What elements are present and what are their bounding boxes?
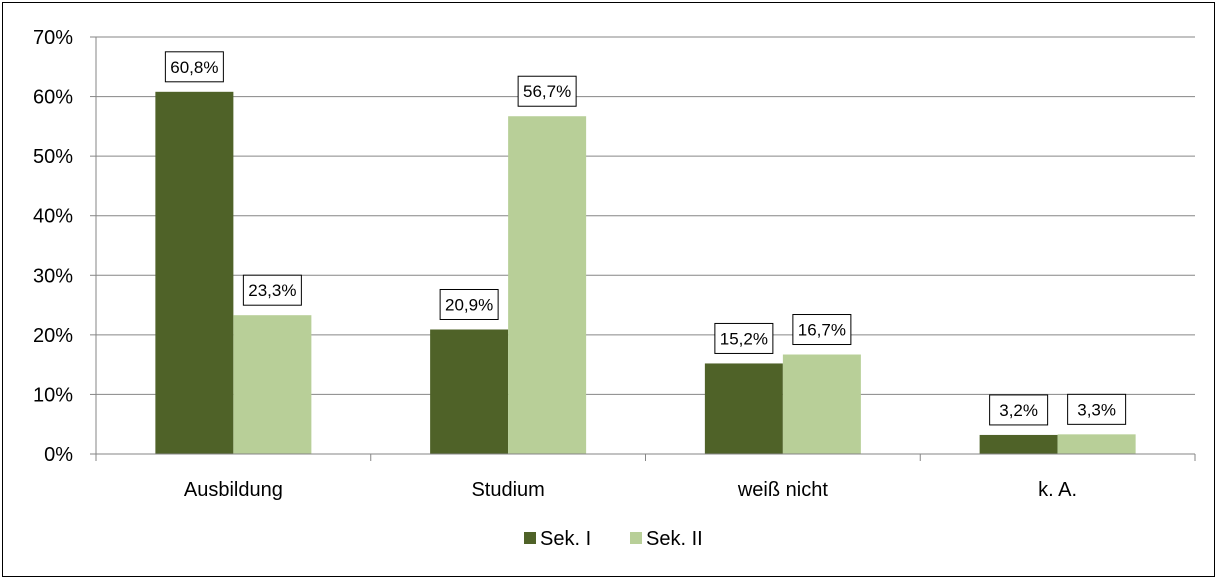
data-label: 20,9% <box>445 295 493 314</box>
bar <box>233 315 312 454</box>
data-label: 3,3% <box>1077 400 1116 419</box>
data-label: 60,8% <box>170 58 218 77</box>
data-label: 16,7% <box>798 321 846 340</box>
legend-swatch <box>524 532 536 544</box>
data-labels: 60,8% 23,3% 20,9% 56,7% 15,2% 16,7% 3,2% 3,3% <box>164 51 1127 426</box>
data-label: 56,7% <box>523 82 571 101</box>
bars <box>155 91 1136 454</box>
x-tick-label: k. A. <box>1038 479 1077 501</box>
legend-swatch <box>630 532 642 544</box>
bar <box>508 116 587 454</box>
data-label-box <box>242 274 302 306</box>
y-tick-label: 30% <box>33 265 73 287</box>
y-tick-label: 20% <box>33 325 73 347</box>
data-label: 23,3% <box>248 281 296 300</box>
bar <box>704 363 783 454</box>
bar <box>1057 434 1136 454</box>
y-tick-label: 40% <box>33 206 73 228</box>
data-label-box <box>517 75 577 107</box>
y-axis-ticks: 0% 10% 20% 30% 40% 50% 60% 70% <box>33 27 97 466</box>
bar <box>155 91 234 454</box>
data-label-box <box>792 314 852 346</box>
data-label-box <box>439 288 499 320</box>
y-tick-label: 70% <box>33 27 73 49</box>
bar <box>430 329 509 454</box>
y-tick-label: 0% <box>44 444 73 466</box>
y-tick-label: 50% <box>33 146 73 168</box>
x-tick-label: Studium <box>471 479 544 501</box>
legend-label: Sek. I <box>540 528 591 550</box>
data-label-box <box>714 322 774 354</box>
data-label: 15,2% <box>720 329 768 348</box>
data-label-box <box>164 51 224 83</box>
y-tick-label: 60% <box>33 87 73 109</box>
x-axis: Ausbildung Studium weiß nicht k. A. <box>95 453 1196 501</box>
legend-label: Sek. II <box>646 528 703 550</box>
data-label: 3,2% <box>999 401 1038 420</box>
data-label-box <box>989 394 1049 426</box>
legend: Sek. I Sek. II <box>524 528 703 550</box>
bar <box>979 434 1058 454</box>
y-tick-label: 10% <box>33 384 73 406</box>
x-tick-label: Ausbildung <box>184 479 283 501</box>
bar <box>782 354 861 454</box>
data-label-box <box>1067 393 1127 425</box>
x-tick-label: weiß nicht <box>737 479 828 501</box>
